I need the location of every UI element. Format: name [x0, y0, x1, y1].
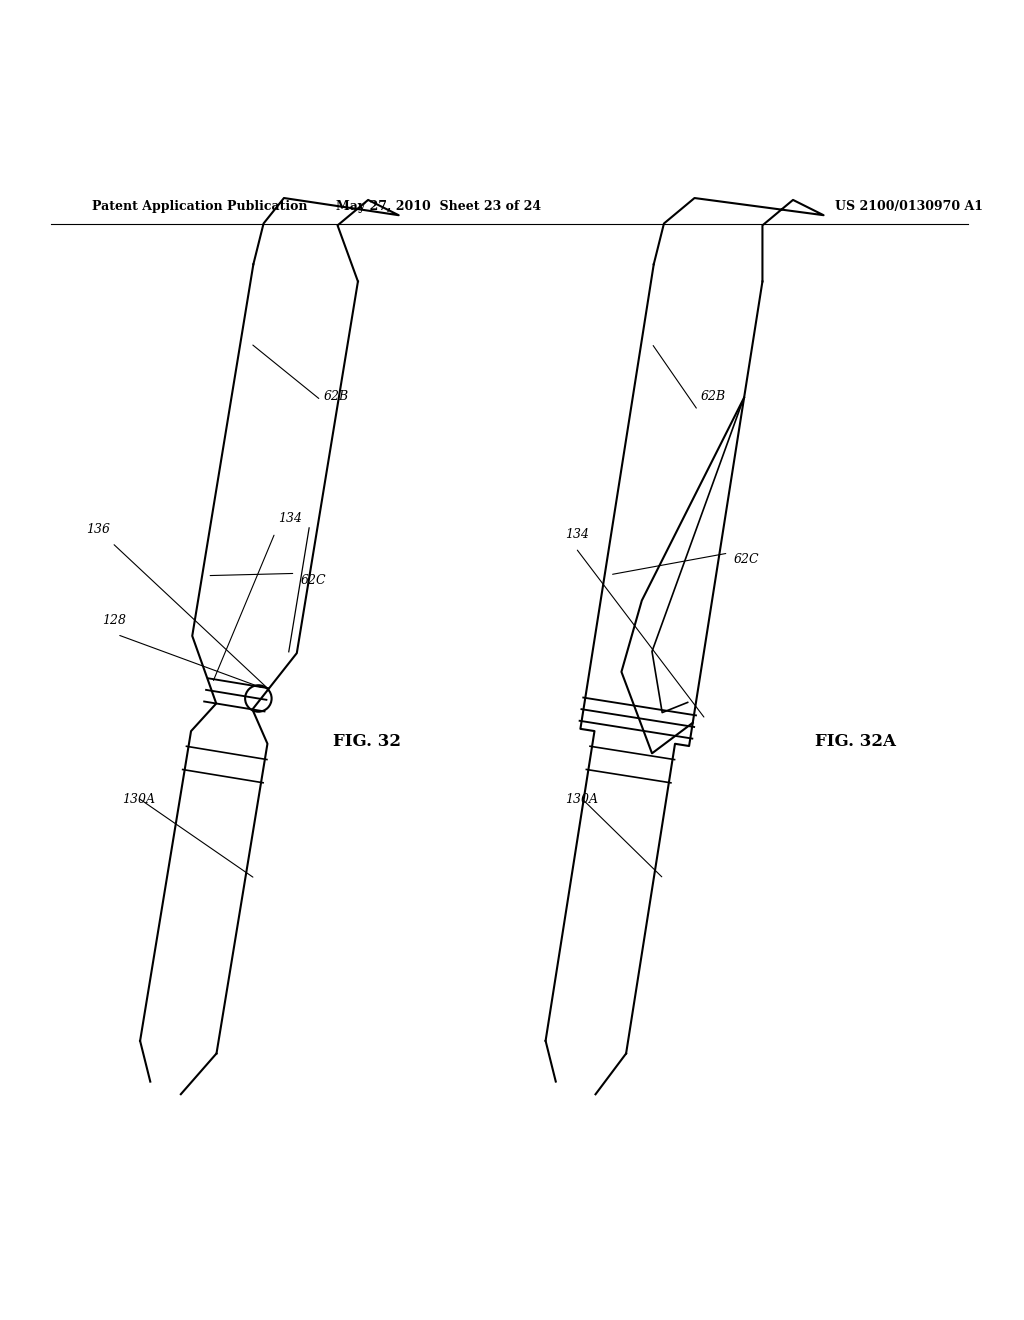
Text: 134: 134: [279, 512, 302, 525]
Text: 130A: 130A: [122, 792, 156, 805]
Text: 128: 128: [101, 614, 126, 627]
Text: 136: 136: [87, 523, 111, 536]
Text: 62C: 62C: [733, 553, 759, 566]
Text: 62B: 62B: [701, 391, 726, 403]
Text: 62B: 62B: [324, 391, 349, 403]
Text: May 27, 2010  Sheet 23 of 24: May 27, 2010 Sheet 23 of 24: [336, 201, 541, 213]
Text: US 2100/0130970 A1: US 2100/0130970 A1: [836, 201, 983, 213]
Text: FIG. 32A: FIG. 32A: [815, 733, 896, 750]
Text: Patent Application Publication: Patent Application Publication: [92, 201, 307, 213]
Text: FIG. 32: FIG. 32: [333, 733, 400, 750]
Text: 130A: 130A: [565, 792, 598, 805]
Text: 134: 134: [565, 528, 590, 541]
Text: 62C: 62C: [301, 574, 327, 586]
